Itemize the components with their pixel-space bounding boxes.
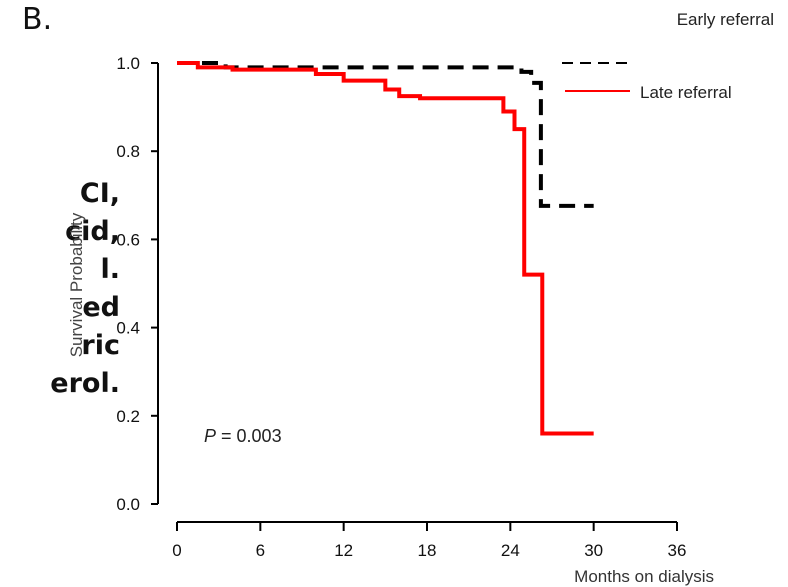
side-text-line: CI, bbox=[79, 178, 120, 209]
side-text-line: erol. bbox=[50, 368, 120, 399]
p-value-text: = 0.003 bbox=[216, 426, 282, 446]
y-tick-label: 0.2 bbox=[116, 407, 140, 426]
side-text-line: ric bbox=[81, 330, 120, 361]
side-text-line: ed bbox=[82, 292, 120, 323]
x-tick-label: 36 bbox=[668, 541, 687, 560]
x-tick-label: 18 bbox=[418, 541, 437, 560]
legend-label-late: Late referral bbox=[640, 83, 732, 102]
legend-label-early: Early referral bbox=[677, 10, 774, 29]
y-tick-label: 1.0 bbox=[116, 54, 140, 73]
cropped-side-text: CI, cid, l. ed ric erol. bbox=[0, 175, 120, 403]
p-value-annotation: P = 0.003 bbox=[204, 426, 282, 446]
x-axis-label: Months on dialysis bbox=[574, 567, 714, 586]
y-tick-label: 0.0 bbox=[116, 495, 140, 514]
y-tick-label: 0.6 bbox=[116, 230, 140, 249]
y-tick-label: 0.8 bbox=[116, 142, 140, 161]
legend: Early referral Late referral bbox=[562, 10, 774, 102]
axes bbox=[151, 62, 678, 531]
p-value-prefix: P bbox=[204, 426, 216, 446]
panel-label: B. bbox=[22, 2, 53, 37]
side-text-line: l. bbox=[100, 254, 120, 285]
early-referral-curve bbox=[177, 61, 594, 208]
x-tick-label: 30 bbox=[584, 541, 603, 560]
y-tick-label: 0.4 bbox=[116, 319, 140, 338]
late-referral-curve bbox=[177, 61, 594, 436]
x-tick-label: 12 bbox=[334, 541, 353, 560]
side-text-line: cid, bbox=[65, 216, 120, 247]
x-tick-label: 24 bbox=[501, 541, 520, 560]
y-axis-label: Survival Probability bbox=[67, 212, 86, 357]
series-layer bbox=[177, 61, 594, 436]
x-tick-label: 0 bbox=[172, 541, 181, 560]
tick-labels: 0.0 0.2 0.4 0.6 0.8 1.0 0 6 12 18 24 30 36 bbox=[116, 54, 686, 560]
x-tick-label: 6 bbox=[256, 541, 265, 560]
